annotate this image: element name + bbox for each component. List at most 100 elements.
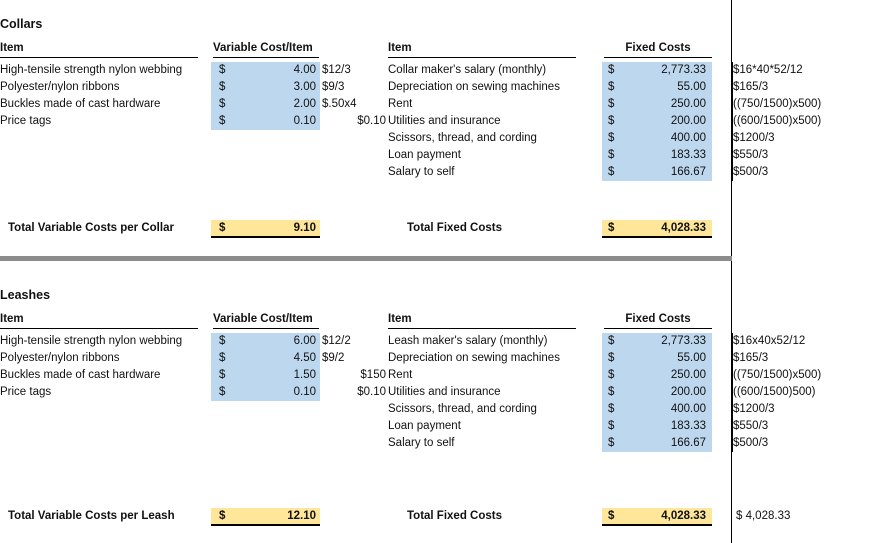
variable-cost-value[interactable]: 3.00	[293, 81, 316, 93]
currency-symbol: $	[219, 335, 226, 347]
calculation-note: $150	[360, 369, 386, 381]
currency-symbol: $	[608, 352, 615, 364]
fixed-cost-value[interactable]: 2,773.33	[661, 64, 706, 76]
fixed-cost-input-block	[602, 333, 712, 452]
fixed-item-name: Utilities and insurance	[388, 386, 501, 398]
fixed-item-name: Collar maker's salary (monthly)	[388, 64, 547, 76]
total-fixed-note: $ 4,028.33	[736, 510, 791, 522]
fixed-cost-value[interactable]: 55.00	[677, 81, 706, 93]
currency-symbol: $	[608, 335, 615, 347]
total-fixed-value: 4,028.33	[661, 510, 706, 522]
variable-cost-input-block	[211, 333, 320, 401]
currency-symbol: $	[219, 352, 226, 364]
notes-left-border	[732, 62, 733, 181]
currency-symbol: $	[608, 403, 615, 415]
fixed-item-name: Loan payment	[388, 420, 461, 432]
currency-symbol: $	[219, 369, 226, 381]
total-fixed-value: 4,028.33	[661, 222, 706, 234]
column-header: Item	[388, 40, 576, 58]
variable-cost-value[interactable]: 0.10	[293, 386, 316, 398]
fixed-cost-value[interactable]: 400.00	[670, 403, 706, 415]
currency-symbol: $	[219, 386, 226, 398]
section-title: Leashes	[0, 288, 51, 302]
column-header: Variable Cost/Item	[213, 40, 319, 58]
total-variable-value: 9.10	[293, 222, 316, 234]
variable-item-name: Price tags	[0, 386, 52, 398]
column-header: Item	[0, 40, 198, 58]
fixed-cost-value[interactable]: 200.00	[670, 386, 706, 398]
fixed-cost-value[interactable]: 55.00	[677, 352, 706, 364]
total-variable-cell	[211, 508, 320, 526]
currency-symbol: $	[219, 64, 226, 76]
calculation-note: $9/3	[322, 81, 345, 93]
fixed-cost-value[interactable]: 200.00	[670, 115, 706, 127]
fixed-cost-value[interactable]: 183.33	[670, 420, 706, 432]
calculation-note: $500/3	[733, 437, 769, 449]
calculation-note: $550/3	[733, 149, 769, 161]
calculation-note: ((600/1500)500)	[733, 386, 816, 398]
right-border-line	[731, 0, 732, 256]
fixed-item-name: Salary to self	[388, 166, 455, 178]
calculation-note: $0.10	[357, 386, 386, 398]
variable-item-name: High-tensile strength nylon webbing	[0, 335, 183, 347]
fixed-cost-value[interactable]: 166.67	[670, 166, 706, 178]
fixed-item-name: Depreciation on sewing machines	[388, 81, 560, 93]
right-border-line	[731, 261, 732, 543]
currency-symbol: $	[608, 166, 615, 178]
calculation-note: $9/2	[322, 352, 345, 364]
fixed-item-name: Loan payment	[388, 149, 461, 161]
variable-item-name: Price tags	[0, 115, 52, 127]
calculation-note: $12/2	[322, 335, 351, 347]
column-header: Item	[388, 311, 576, 329]
currency-symbol: $	[608, 81, 615, 93]
fixed-item-name: Depreciation on sewing machines	[388, 352, 560, 364]
fixed-cost-value[interactable]: 2,773.33	[661, 335, 706, 347]
currency-symbol: $	[608, 64, 615, 76]
calculation-note: $.50x4	[322, 98, 357, 110]
fixed-item-name: Salary to self	[388, 437, 455, 449]
column-header: Fixed Costs	[604, 40, 712, 58]
fixed-item-name: Rent	[388, 369, 413, 381]
calculation-note: $1200/3	[733, 403, 775, 415]
currency-symbol: $	[608, 369, 615, 381]
currency-symbol: $	[608, 132, 615, 144]
calculation-note: $500/3	[733, 166, 769, 178]
variable-cost-value[interactable]: 6.00	[293, 335, 316, 347]
variable-cost-input-block	[211, 62, 320, 130]
total-fixed-cell	[602, 508, 712, 526]
currency-symbol: $	[608, 149, 615, 161]
variable-item-name: Polyester/nylon ribbons	[0, 81, 120, 93]
currency-symbol: $	[608, 98, 615, 110]
currency-symbol: $	[608, 386, 615, 398]
column-header: Variable Cost/Item	[213, 311, 319, 329]
column-header: Item	[0, 311, 198, 329]
fixed-cost-value[interactable]: 250.00	[670, 369, 706, 381]
total-variable-label: Total Variable Costs per Leash	[8, 510, 175, 522]
section-separator	[0, 256, 732, 261]
fixed-cost-value[interactable]: 183.33	[670, 149, 706, 161]
calculation-note: $12/3	[322, 64, 351, 76]
currency-symbol: $	[608, 420, 615, 432]
fixed-cost-value[interactable]: 250.00	[670, 98, 706, 110]
variable-cost-value[interactable]: 2.00	[293, 98, 316, 110]
fixed-cost-value[interactable]: 400.00	[670, 132, 706, 144]
calculation-note: ((750/1500)x500)	[733, 369, 822, 381]
variable-item-name: Buckles made of cast hardware	[0, 369, 161, 381]
variable-cost-value[interactable]: 0.10	[293, 115, 316, 127]
variable-cost-value[interactable]: 1.50	[293, 369, 316, 381]
variable-cost-value[interactable]: 4.50	[293, 352, 316, 364]
calculation-note: $16x40x52/12	[733, 335, 806, 347]
calculation-note: $550/3	[733, 420, 769, 432]
currency-symbol: $	[219, 222, 226, 234]
total-fixed-label: Total Fixed Costs	[407, 510, 502, 522]
section-title: Collars	[0, 17, 43, 31]
variable-cost-value[interactable]: 4.00	[293, 64, 316, 76]
fixed-item-name: Utilities and insurance	[388, 115, 501, 127]
fixed-item-name: Leash maker's salary (monthly)	[388, 335, 548, 347]
calculation-note: $0.10	[357, 115, 386, 127]
total-variable-cell	[211, 220, 320, 238]
currency-symbol: $	[219, 115, 226, 127]
variable-item-name: High-tensile strength nylon webbing	[0, 64, 183, 76]
currency-symbol: $	[219, 510, 226, 522]
fixed-cost-value[interactable]: 166.67	[670, 437, 706, 449]
